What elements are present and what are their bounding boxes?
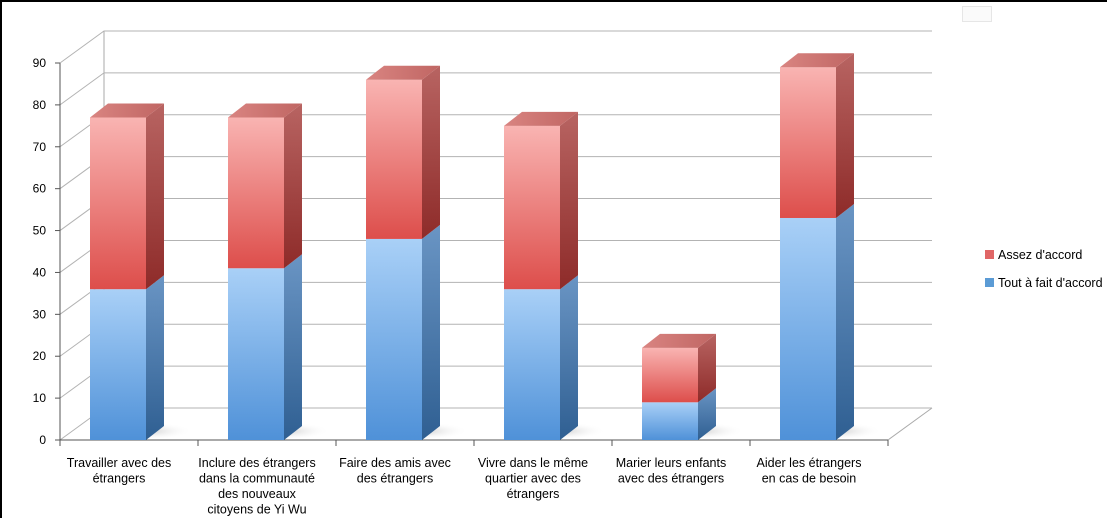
bar-segment xyxy=(366,238,422,440)
x-category-label-line: en cas de besoin xyxy=(762,472,857,486)
labels-layer: Travailler avec des étrangers Inclure des … xyxy=(67,456,862,517)
bar-side-segment xyxy=(698,388,716,440)
x-category-label-line: Aider les étrangers xyxy=(757,456,862,470)
bar-side-segment xyxy=(698,333,716,403)
bar-side-segment xyxy=(836,203,854,440)
bar-top-face xyxy=(366,65,440,80)
bar-top-face xyxy=(642,333,716,348)
bar-side-segment xyxy=(284,103,302,269)
y-tick-label: 20 xyxy=(33,349,47,363)
x-category-label-line: dans la communauté xyxy=(199,472,315,486)
legend-swatch xyxy=(985,250,994,259)
bar-side-segment xyxy=(146,103,164,290)
bar-segment xyxy=(90,289,146,440)
bar-side-segment xyxy=(284,254,302,440)
bar-top-face xyxy=(504,111,578,126)
bars-layer xyxy=(90,53,883,440)
legend-label: Tout à fait d'accord xyxy=(998,276,1103,290)
x-category-label-line: avec des étrangers xyxy=(618,472,724,486)
bar-segment xyxy=(366,79,422,239)
bar-segment xyxy=(642,402,698,440)
gridline xyxy=(59,30,932,64)
bar-top-face xyxy=(780,53,854,68)
floor-right-edge xyxy=(887,407,933,441)
x-category-label: Vivre dans le même quartier avec des étran… xyxy=(478,456,588,501)
bar-side-segment xyxy=(560,275,578,440)
bar-segment xyxy=(504,125,560,290)
corner-handle xyxy=(962,6,992,22)
gridline xyxy=(59,72,932,106)
bar-side-segment xyxy=(422,224,440,440)
y-tick-label: 30 xyxy=(33,307,47,321)
x-category-label: Inclure des étrangers dans la communauté d… xyxy=(198,456,315,517)
bar-segment xyxy=(228,117,284,269)
bar-top-face xyxy=(90,103,164,118)
x-category-label: Travailler avec des étrangers xyxy=(67,456,171,486)
bar-segment xyxy=(228,268,284,440)
x-category-label-line: Travailler avec des xyxy=(67,456,171,470)
bar-side-segment xyxy=(146,275,164,440)
x-category-label: Marier leurs enfants avec des étrangers xyxy=(616,456,726,486)
x-category-label-line: citoyens de Yi Wu xyxy=(207,503,306,517)
bar-top-face xyxy=(228,103,302,118)
y-tick-label: 10 xyxy=(33,391,47,405)
y-tick-label: 70 xyxy=(33,140,47,154)
y-tick-label: 0 xyxy=(39,433,46,447)
bar-side-segment xyxy=(560,111,578,290)
y-tick-label: 60 xyxy=(33,182,47,196)
x-category-label-line: Inclure des étrangers xyxy=(198,456,315,470)
x-category-label-line: étrangers xyxy=(93,472,146,486)
x-category-label-line: étrangers xyxy=(507,487,560,501)
legend: Assez d'accord Tout à fait d'accord xyxy=(985,248,1103,290)
x-category-label-line: des nouveaux xyxy=(218,487,297,501)
x-category-label-line: Vivre dans le même xyxy=(478,456,588,470)
bar-side-segment xyxy=(422,65,440,239)
x-category-label-line: des étrangers xyxy=(357,472,433,486)
x-category-label-line: Marier leurs enfants xyxy=(616,456,726,470)
bar-side-segment xyxy=(836,53,854,218)
x-category-label-line: Faire des amis avec xyxy=(339,456,451,470)
y-tick-label: 80 xyxy=(33,98,47,112)
bar-segment xyxy=(780,217,836,440)
bar-segment xyxy=(780,67,836,218)
legend-swatch xyxy=(985,278,994,287)
x-category-label-line: quartier avec des xyxy=(485,472,581,486)
y-tick-label: 90 xyxy=(33,56,47,70)
y-tick-label: 40 xyxy=(33,265,47,279)
x-category-label: Faire des amis avec des étrangers xyxy=(339,456,451,486)
legend-label: Assez d'accord xyxy=(998,248,1082,262)
x-category-label: Aider les étrangers en cas de besoin xyxy=(757,456,862,486)
bar-segment xyxy=(642,347,698,403)
y-tick-label: 50 xyxy=(33,224,47,238)
bar-segment xyxy=(90,117,146,290)
bar-segment xyxy=(504,289,560,440)
